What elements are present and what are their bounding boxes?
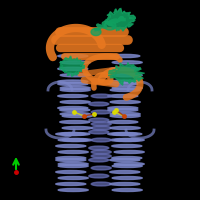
Ellipse shape [58, 54, 88, 58]
Ellipse shape [89, 102, 109, 106]
Ellipse shape [58, 95, 88, 98]
Ellipse shape [110, 182, 140, 186]
Ellipse shape [58, 138, 88, 142]
Ellipse shape [110, 170, 140, 173]
Ellipse shape [58, 80, 88, 83]
Ellipse shape [89, 174, 109, 178]
Ellipse shape [89, 158, 109, 162]
Ellipse shape [56, 132, 86, 136]
Ellipse shape [62, 138, 92, 142]
Ellipse shape [108, 132, 138, 136]
Ellipse shape [56, 182, 86, 186]
Ellipse shape [114, 150, 144, 154]
Polygon shape [108, 63, 145, 85]
Ellipse shape [58, 162, 88, 166]
Ellipse shape [110, 158, 140, 162]
Ellipse shape [91, 166, 111, 170]
Ellipse shape [89, 118, 109, 122]
Ellipse shape [110, 127, 140, 130]
Ellipse shape [91, 138, 111, 142]
Ellipse shape [110, 100, 140, 104]
Ellipse shape [112, 86, 142, 90]
Ellipse shape [91, 154, 111, 158]
Ellipse shape [108, 83, 138, 86]
Ellipse shape [112, 144, 142, 148]
Ellipse shape [89, 146, 109, 150]
Ellipse shape [58, 83, 88, 86]
Ellipse shape [91, 126, 111, 130]
Ellipse shape [91, 94, 111, 98]
Ellipse shape [60, 86, 90, 90]
Polygon shape [59, 56, 85, 76]
Ellipse shape [91, 182, 111, 186]
Ellipse shape [58, 106, 88, 110]
Ellipse shape [108, 120, 138, 123]
Ellipse shape [60, 61, 90, 64]
Ellipse shape [60, 74, 90, 77]
Ellipse shape [56, 144, 86, 148]
Ellipse shape [62, 127, 92, 130]
Ellipse shape [112, 156, 142, 160]
Ellipse shape [110, 80, 140, 83]
Ellipse shape [56, 158, 86, 162]
Ellipse shape [60, 108, 90, 112]
Ellipse shape [60, 112, 90, 116]
Ellipse shape [56, 170, 86, 173]
Ellipse shape [114, 138, 144, 142]
Ellipse shape [60, 120, 90, 123]
Polygon shape [104, 22, 116, 30]
Ellipse shape [110, 54, 140, 58]
Ellipse shape [110, 114, 140, 117]
Ellipse shape [110, 67, 140, 70]
Ellipse shape [112, 74, 142, 77]
Ellipse shape [112, 132, 142, 136]
Ellipse shape [58, 67, 88, 70]
Ellipse shape [91, 150, 111, 154]
Ellipse shape [60, 132, 90, 136]
Ellipse shape [110, 138, 140, 142]
Ellipse shape [58, 188, 88, 192]
Ellipse shape [108, 106, 138, 110]
Ellipse shape [108, 95, 138, 98]
Ellipse shape [58, 176, 88, 180]
Ellipse shape [112, 164, 142, 167]
Ellipse shape [58, 164, 88, 167]
Ellipse shape [114, 162, 144, 166]
Ellipse shape [62, 114, 92, 117]
Ellipse shape [110, 112, 140, 116]
Ellipse shape [108, 108, 138, 112]
Ellipse shape [110, 88, 140, 92]
Ellipse shape [89, 130, 109, 134]
Ellipse shape [56, 156, 86, 160]
Ellipse shape [60, 88, 90, 92]
Polygon shape [91, 28, 101, 36]
Polygon shape [105, 9, 136, 31]
Ellipse shape [58, 150, 88, 154]
Ellipse shape [112, 176, 142, 180]
Ellipse shape [112, 61, 142, 64]
Ellipse shape [112, 188, 142, 192]
Ellipse shape [91, 110, 111, 114]
Ellipse shape [91, 122, 111, 126]
Ellipse shape [60, 100, 90, 104]
